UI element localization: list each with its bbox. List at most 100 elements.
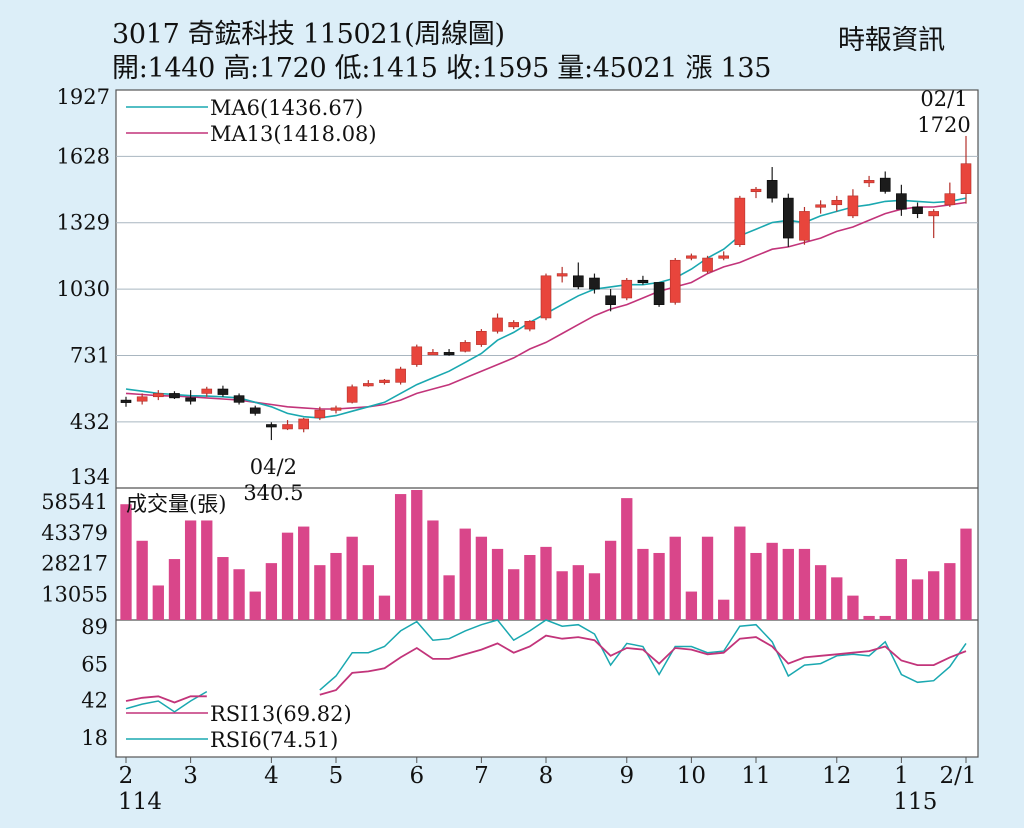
rsi13-line (125, 634, 967, 704)
candle-body (427, 352, 439, 356)
x-tick-label: 1 (894, 763, 909, 789)
legend-label: MA6(1436.67) (210, 96, 363, 120)
volume-bar (588, 573, 601, 620)
rsi-tick-label: 42 (81, 688, 108, 712)
candle-body (492, 317, 503, 332)
candle-body (298, 418, 309, 430)
candle-body (912, 206, 923, 214)
low-value: 1415 (370, 53, 438, 84)
candle-body (928, 211, 940, 217)
x-tick-label: 10 (677, 763, 706, 789)
price-tick-label: 134 (70, 465, 110, 489)
x-tick-label: 2 (119, 763, 134, 789)
volume-bar (944, 563, 956, 620)
volume-bar (960, 528, 972, 620)
volume-label: 量: (557, 53, 593, 84)
x-tick-label: 3 (183, 763, 198, 789)
plot-area (115, 89, 979, 758)
candle-body (831, 200, 843, 206)
volume-bar (233, 569, 245, 620)
volume-bar (330, 552, 342, 620)
x-tick-label: 7 (474, 763, 489, 789)
volume-bar (491, 548, 504, 620)
candle-body (443, 352, 455, 356)
x-tick-label: 2/1 (939, 763, 976, 789)
volume-bar (734, 526, 746, 620)
volume-value: 45021 (592, 53, 678, 84)
legend-label: MA13(1418.08) (210, 122, 377, 146)
candle-body (718, 255, 730, 259)
volume-bar (653, 552, 665, 620)
candle-body (508, 322, 519, 328)
high-annotation-date: 02/1 (920, 87, 967, 111)
volume-bar (168, 559, 181, 620)
open-label: 開: (112, 53, 148, 84)
candle-body (702, 257, 713, 272)
volume-title: 成交量(張) (126, 492, 226, 516)
volume-bar (621, 498, 633, 620)
source-label: 時報資訊 (838, 25, 945, 56)
volume-bar (604, 540, 617, 620)
volume-bar (508, 569, 520, 620)
price-tick-label: 1927 (57, 85, 110, 109)
candle-body (395, 368, 406, 383)
candle-body (750, 188, 762, 193)
x-tick-label: 5 (329, 763, 344, 789)
candle-body (249, 407, 261, 414)
x-tick-label: 8 (539, 763, 554, 789)
x-year-label: 115 (893, 789, 937, 815)
candle-body (217, 388, 229, 395)
volume-bar (201, 520, 213, 620)
candle-body (896, 193, 907, 210)
legend-label: RSI13(69.82) (210, 702, 352, 726)
volume-bar (863, 615, 875, 620)
candle-body (556, 273, 568, 277)
candle-body (233, 395, 245, 403)
volume-bar (314, 565, 326, 620)
candle-body (169, 393, 180, 399)
candle-body (960, 163, 972, 194)
volume-bar (524, 555, 536, 620)
volume-bar (879, 615, 891, 620)
legend-label: RSI6(74.51) (210, 728, 338, 752)
candle-body (589, 277, 600, 290)
volume-bar (572, 565, 584, 620)
volume-bar (782, 548, 794, 620)
candle-body (847, 195, 859, 217)
low-label: 低: (334, 53, 371, 84)
volume-bar (718, 599, 730, 620)
volume-bar (346, 536, 358, 620)
volume-bar (895, 559, 908, 620)
candle-body (120, 399, 132, 403)
ma13-line (125, 201, 967, 410)
price-tick-label: 731 (70, 343, 110, 367)
candle-body (411, 346, 423, 365)
candle-body (185, 397, 196, 402)
volume-bar (120, 504, 132, 620)
candle-body (136, 396, 148, 402)
x-tick-label: 9 (619, 763, 634, 789)
candle-body (605, 295, 616, 305)
price-tick-label: 432 (70, 410, 110, 434)
candle-body (524, 320, 536, 330)
chart-title: 3017 奇鋐科技 115021(周線圖) (112, 19, 505, 50)
candle-body (266, 424, 277, 428)
volume-tick-label: 43379 (41, 521, 108, 545)
volume-bar (184, 520, 197, 620)
candle-body (346, 386, 358, 403)
candle-body (540, 275, 552, 319)
open-value: 1440 (147, 53, 216, 84)
volume-bar (362, 565, 374, 620)
candle-body (686, 255, 697, 259)
volume-bar (701, 536, 714, 620)
candle-body (637, 279, 649, 284)
close-label: 收: (445, 53, 482, 84)
volume-bar (394, 494, 407, 620)
candle-body (879, 177, 891, 192)
x-tick-label: 6 (409, 763, 424, 789)
candle-body (476, 330, 487, 345)
volume-tick-label: 13055 (41, 582, 108, 606)
volume-bar (459, 528, 471, 620)
candle-body (815, 204, 826, 208)
